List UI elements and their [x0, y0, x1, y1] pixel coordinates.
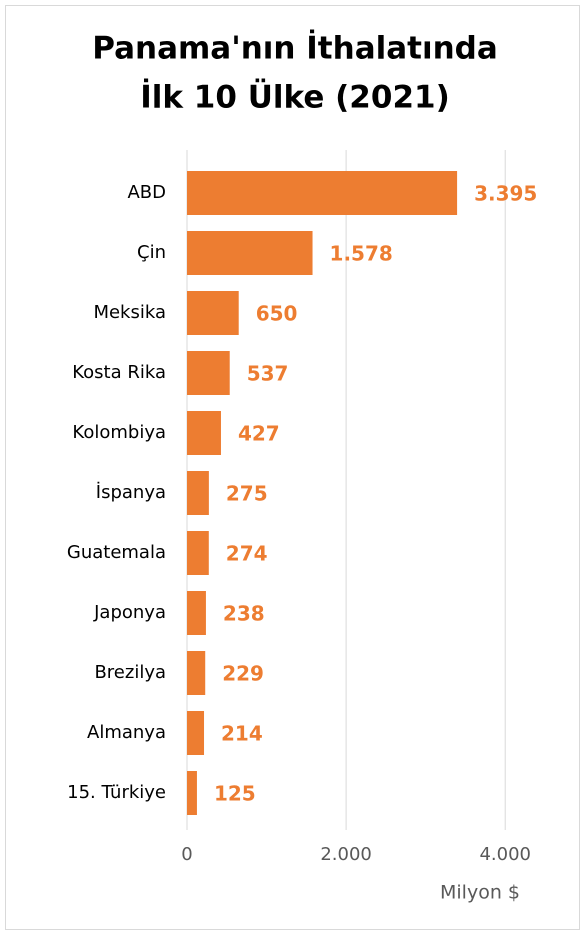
bar — [187, 171, 458, 215]
bar — [187, 231, 313, 275]
value-label: 229 — [222, 662, 264, 686]
bar — [187, 291, 239, 335]
y-tick-label: İspanya — [96, 482, 166, 503]
y-tick-label: Meksika — [93, 302, 166, 323]
y-tick-label: Japonya — [93, 602, 166, 623]
chart-title: İlk 10 Ülke (2021) — [140, 79, 450, 116]
x-tick-label: 2.000 — [320, 844, 372, 865]
x-axis-title: Milyon $ — [440, 882, 520, 904]
value-label: 3.395 — [474, 182, 537, 206]
value-label: 427 — [238, 422, 280, 446]
y-tick-label: Kolombiya — [72, 422, 166, 443]
value-label: 214 — [221, 722, 263, 746]
y-tick-label: Kosta Rika — [72, 362, 166, 383]
bar — [187, 411, 221, 455]
y-tick-label: 15. Türkiye — [67, 782, 166, 803]
bar — [187, 591, 206, 635]
value-label: 537 — [247, 362, 289, 386]
y-tick-label: ABD — [127, 182, 166, 203]
bar — [187, 651, 206, 695]
value-label: 238 — [223, 602, 265, 626]
value-label: 274 — [226, 542, 268, 566]
chart-title: Panama'nın İthalatında — [92, 31, 498, 67]
y-tick-label: Çin — [137, 242, 166, 263]
chart-frame — [5, 5, 580, 930]
y-tick-label: Guatemala — [67, 542, 166, 563]
value-label: 275 — [226, 482, 268, 506]
bar — [187, 771, 197, 815]
bar — [187, 711, 205, 755]
x-tick-label: 4.000 — [479, 844, 531, 865]
bar — [187, 471, 209, 515]
y-tick-label: Almanya — [87, 722, 166, 743]
bar — [187, 531, 209, 575]
y-tick-label: Brezilya — [94, 662, 166, 683]
value-label: 1.578 — [330, 242, 393, 266]
x-tick-label: 0 — [181, 844, 192, 865]
bar — [187, 351, 230, 395]
value-label: 125 — [214, 782, 256, 806]
value-label: 650 — [256, 302, 298, 326]
